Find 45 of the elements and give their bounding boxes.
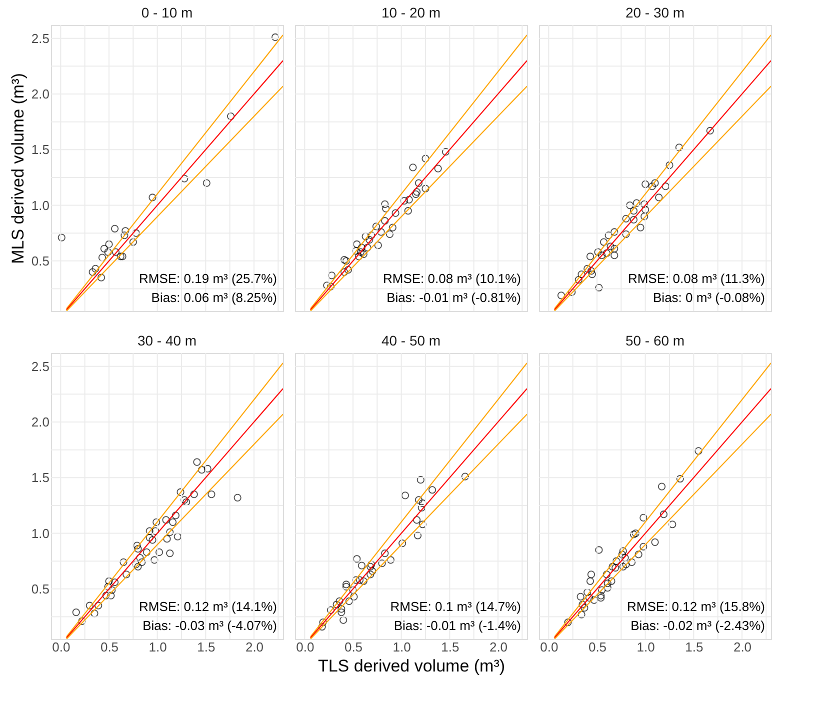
- annotation: Bias: 0.06 m³ (8.25%): [151, 290, 277, 305]
- y-tick-label: 0.5: [31, 253, 50, 268]
- x-tick-label: 2.0: [733, 640, 752, 654]
- chart-title: 50 - 60 m: [625, 332, 685, 348]
- x-tick-label: 0.0: [52, 640, 70, 654]
- annotation: RMSE: 0.08 m³ (11.3%): [628, 271, 765, 286]
- y-tick-label: 1.5: [31, 470, 50, 486]
- annotation: Bias: 0 m³ (-0.08%): [653, 290, 765, 305]
- x-tick-label: 0.5: [344, 640, 363, 654]
- x-tick-label: 0.0: [296, 640, 314, 654]
- y-tick-label: 2.5: [31, 30, 50, 46]
- chart-title: 20 - 30 m: [625, 4, 685, 20]
- annotation: RMSE: 0.12 m³ (14.1%): [139, 599, 277, 614]
- y-axis-title: MLS derived volume (m³): [8, 73, 28, 264]
- x-tick-label: 1.5: [197, 640, 216, 654]
- annotation: Bias: -0.03 m³ (-4.07%): [142, 618, 277, 633]
- annotation: RMSE: 0.19 m³ (25.7%): [139, 271, 277, 286]
- y-tick-label: 2.0: [31, 86, 50, 102]
- y-tick-label: 2.5: [31, 358, 50, 374]
- x-tick-label: 2.0: [489, 640, 508, 654]
- annotation: RMSE: 0.1 m³ (14.7%): [390, 599, 521, 614]
- y-tick-label: 1.0: [31, 198, 50, 213]
- x-tick-label: 0.5: [588, 640, 607, 654]
- x-tick-label: 1.5: [441, 640, 460, 654]
- x-tick-label: 2.0: [245, 640, 264, 654]
- annotation: Bias: -0.01 m³ (-1.4%): [394, 618, 521, 633]
- x-tick-label: 1.5: [685, 640, 704, 654]
- x-axis-title: TLS derived volume (m³): [318, 656, 506, 676]
- y-tick-label: 1.5: [31, 142, 50, 158]
- chart-title: 30 - 40 m: [137, 332, 197, 348]
- y-tick-label: 0.5: [31, 581, 50, 596]
- chart-title: 0 - 10 m: [141, 4, 193, 20]
- annotation: Bias: -0.01 m³ (-0.81%): [386, 290, 521, 305]
- x-tick-label: 0.5: [100, 640, 119, 654]
- y-tick-label: 2.0: [31, 414, 50, 430]
- annotation: RMSE: 0.12 m³ (15.8%): [627, 599, 765, 614]
- y-tick-label: 1.0: [31, 526, 50, 541]
- x-tick-label: 0.0: [540, 640, 558, 654]
- annotation: RMSE: 0.08 m³ (10.1%): [383, 271, 521, 286]
- chart-title: 10 - 20 m: [381, 4, 441, 20]
- chart-title: 40 - 50 m: [381, 332, 441, 348]
- x-tick-label: 1.0: [636, 640, 655, 654]
- x-tick-label: 1.0: [392, 640, 411, 654]
- annotation: Bias: -0.02 m³ (-2.43%): [630, 618, 765, 633]
- x-tick-label: 1.0: [148, 640, 167, 654]
